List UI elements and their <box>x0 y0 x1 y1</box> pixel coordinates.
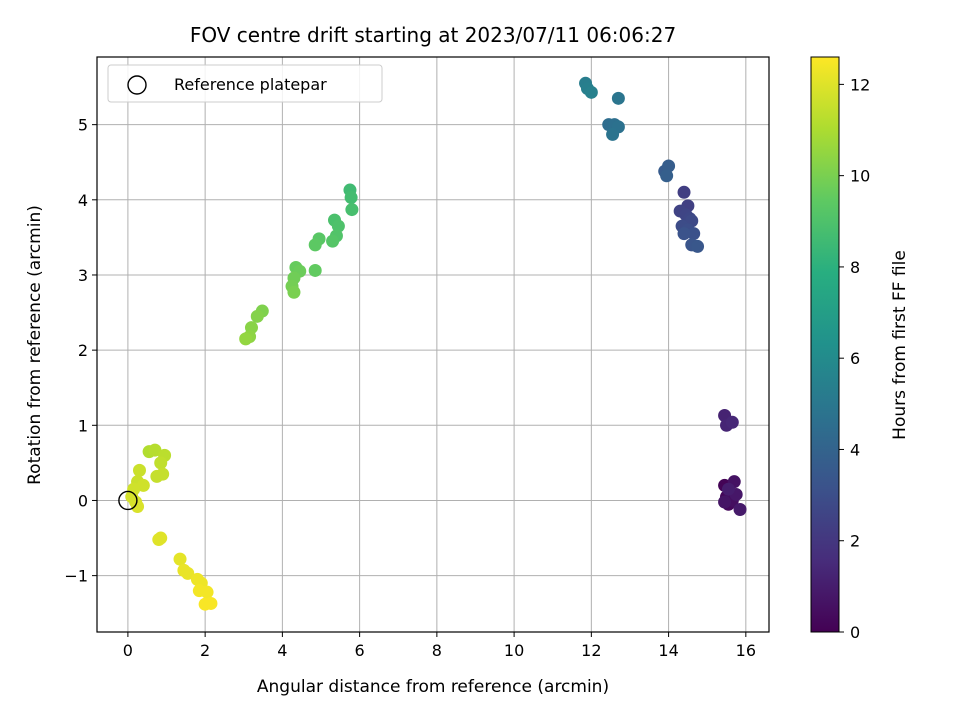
data-point <box>718 495 732 509</box>
plot-frame <box>96 56 770 633</box>
data-point <box>154 456 168 470</box>
data-point <box>152 533 166 547</box>
data-point <box>308 263 322 277</box>
data-point <box>721 482 735 496</box>
data-point <box>181 566 195 580</box>
data-point <box>733 502 747 516</box>
x-tick-label: 4 <box>277 641 287 660</box>
x-tick-label: 6 <box>355 641 365 660</box>
data-point <box>250 309 264 323</box>
data-point <box>662 159 676 173</box>
chart-title: FOV centre drift starting at 2023/07/11 … <box>190 23 676 47</box>
data-point <box>308 238 322 252</box>
x-tick-label: 0 <box>123 641 133 660</box>
data-point <box>200 585 214 599</box>
data-point <box>691 239 705 253</box>
y-tick-label: 1 <box>78 416 88 435</box>
y-tick-label: 3 <box>78 266 88 285</box>
data-point <box>677 185 691 199</box>
legend: Reference platepar <box>107 64 383 103</box>
data-point <box>611 91 625 105</box>
colorbar-tick-label: 10 <box>850 167 870 186</box>
x-tick-label: 8 <box>432 641 442 660</box>
x-tick-label: 2 <box>200 641 210 660</box>
data-point <box>131 499 145 513</box>
data-points <box>118 76 747 611</box>
colorbar-tick-label: 12 <box>850 75 870 94</box>
y-tick-label: −1 <box>64 567 88 586</box>
x-tick-label: 14 <box>658 641 678 660</box>
x-tick-label: 10 <box>504 641 524 660</box>
data-point <box>660 169 674 183</box>
x-tick-label: 16 <box>736 641 756 660</box>
y-tick-label: 2 <box>78 341 88 360</box>
colorbar-tick-label: 6 <box>850 349 860 368</box>
data-point <box>287 285 301 299</box>
data-point <box>606 127 620 141</box>
data-point <box>344 191 358 205</box>
y-axis-label: Rotation from reference (arcmin) <box>25 205 45 485</box>
data-point <box>148 443 162 457</box>
data-point <box>725 415 739 429</box>
legend-entry: Reference platepar <box>174 75 327 94</box>
y-axis: −1 0 1 2 3 4 5 <box>64 116 97 586</box>
data-point <box>584 85 598 99</box>
data-point <box>173 552 187 566</box>
data-point <box>204 596 218 610</box>
colorbar-label: Hours from first FF file <box>890 250 910 440</box>
colorbar-tick-label: 0 <box>850 623 860 642</box>
data-point <box>132 463 146 477</box>
data-point <box>687 227 701 241</box>
colorbar-axis: 0 2 4 6 8 10 12 <box>839 75 870 642</box>
colorbar-tick-label: 8 <box>850 258 860 277</box>
y-tick-label: 4 <box>78 191 88 210</box>
y-tick-label: 0 <box>78 491 88 510</box>
data-point <box>239 332 253 346</box>
x-axis: 0 2 4 6 8 10 12 14 16 <box>123 632 756 660</box>
legend-box <box>107 64 383 103</box>
data-point <box>345 203 359 217</box>
x-axis-label: Angular distance from reference (arcmin) <box>257 677 609 697</box>
data-point <box>326 234 340 248</box>
colorbar-tick-label: 2 <box>850 532 860 551</box>
data-point <box>331 219 345 233</box>
data-point <box>150 469 164 483</box>
legend-marker <box>127 75 147 95</box>
reference-point <box>118 490 138 511</box>
grid <box>97 57 769 632</box>
x-tick-label: 12 <box>581 641 601 660</box>
y-tick-label: 5 <box>78 116 88 135</box>
colorbar-tick-label: 4 <box>850 440 860 459</box>
colorbar <box>810 56 840 633</box>
data-point <box>677 227 691 241</box>
